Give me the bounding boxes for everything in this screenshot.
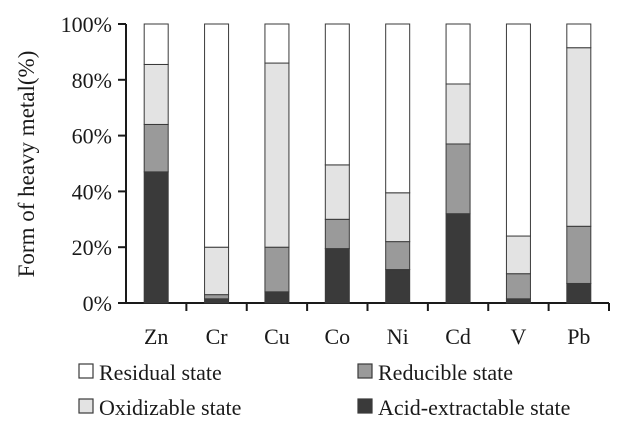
x-tick-label-zn: Zn [144,324,168,349]
y-tick-label: 20% [72,235,112,260]
bar-zn-residual-state [143,23,169,65]
x-tick-label-co: Co [324,324,350,349]
bar-cu-oxidizable-state [264,62,290,248]
bar-pb-residual-state [566,23,592,49]
bar-cr-residual-state [204,23,230,248]
bar-cd-oxidizable-state [445,83,471,145]
bar-v-acid-extractable-state [505,298,531,304]
legend-label-acid-extractable-state: Acid-extractable state [378,395,570,420]
legend-swatch-reducible-state [357,363,373,379]
x-tick-label-cd: Cd [445,324,471,349]
bar-cu-acid-extractable-state [264,291,290,304]
bar-cd-reducible-state [445,143,471,215]
bar-pb-oxidizable-state [566,47,592,227]
y-tick-label: 80% [72,68,112,93]
x-tick-label-cu: Cu [264,324,290,349]
bar-v-reducible-state [505,273,531,300]
bar-zn-acid-extractable-state [143,171,169,304]
plot-area: 0% 20% 40% 60% 80% 100% Zn Cr Cu Co Ni Cd V Pb [61,12,610,349]
bar-ni-residual-state [385,23,411,194]
bar-cd-residual-state [445,23,471,85]
y-tick-label: 0% [83,291,112,316]
bar-ni-acid-extractable-state [385,269,411,304]
legend-swatch-acid-extractable-state [357,398,373,414]
bar-ni-reducible-state [385,241,411,271]
bar-ni-oxidizable-state [385,192,411,243]
x-tick-label-pb: Pb [567,324,590,349]
y-tick-label: 100% [61,12,112,37]
bar-cr-oxidizable-state [204,246,230,296]
bar-zn-oxidizable-state [143,63,169,125]
bar-v-residual-state [505,23,531,237]
bar-cd-acid-extractable-state [445,213,471,304]
y-axis-title: Form of heavy metal(%) [14,51,39,278]
y-tick-label: 40% [72,179,112,204]
legend-label-residual-state: Residual state [99,360,222,385]
bar-co-acid-extractable-state [324,248,350,304]
x-tick-label-v: V [510,324,526,349]
bar-zn-reducible-state [143,123,169,173]
x-tick-label-cr: Cr [206,324,229,349]
legend-swatch-residual-state [78,363,94,379]
legend-swatch-oxidizable-state [78,398,94,414]
bar-cu-residual-state [264,23,290,64]
bar-cr-acid-extractable-state [204,298,230,304]
bar-cu-reducible-state [264,246,290,293]
bar-co-residual-state [324,23,350,166]
bar-co-oxidizable-state [324,164,350,220]
legend-label-oxidizable-state: Oxidizable state [99,395,241,420]
legend: Residual state Reducible state Oxidizable … [78,360,570,420]
y-tick-label: 60% [72,124,112,149]
bar-co-reducible-state [324,218,350,250]
x-tick-label-ni: Ni [387,324,409,349]
bar-v-oxidizable-state [505,235,531,275]
bar-cr-reducible-state [204,294,230,300]
bar-pb-acid-extractable-state [566,282,592,304]
bar-pb-reducible-state [566,225,592,284]
legend-label-reducible-state: Reducible state [378,360,513,385]
